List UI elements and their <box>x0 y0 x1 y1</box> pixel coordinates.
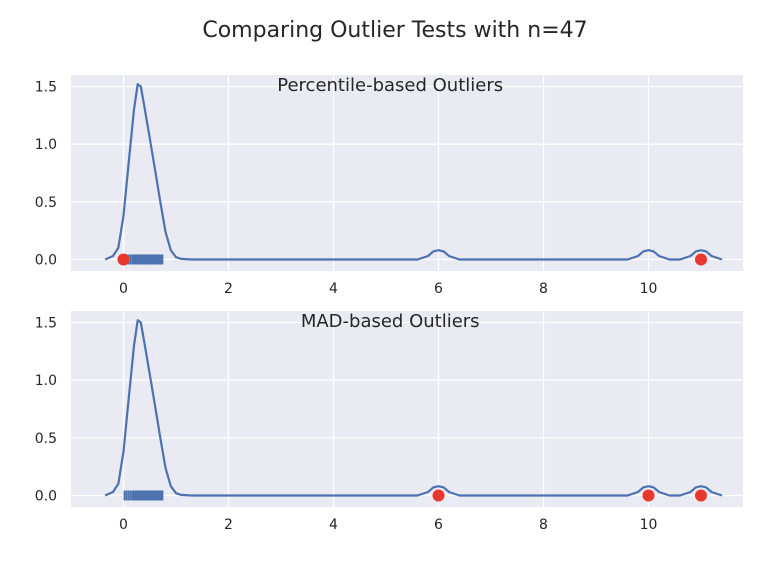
subplot-1: 0 2 4 6 8 10 0.0 0.5 1.0 1.5 Percentile-based Outl… <box>35 75 743 297</box>
subplot-2: 0 2 4 6 8 10 0.0 0.5 1.0 1.5 MAD-based Outliers <box>35 311 743 533</box>
x-tick-label: 6 <box>434 517 443 533</box>
outlier-point <box>642 489 655 502</box>
x-tick-label: 8 <box>539 281 548 297</box>
density-curve <box>104 83 723 261</box>
x-tick-label: 10 <box>640 517 658 533</box>
x-tick-label: 0 <box>119 517 128 533</box>
figure-title: Comparing Outlier Tests with n=47 <box>202 18 587 43</box>
density-curve <box>104 319 723 497</box>
x-tick-label: 2 <box>224 517 233 533</box>
subplot-title: MAD-based Outliers <box>301 311 480 332</box>
x-tick-label: 10 <box>640 281 658 297</box>
plot-area <box>71 311 743 507</box>
y-tick-label: 0.0 <box>35 252 57 268</box>
subplot-title: Percentile-based Outliers <box>277 75 503 96</box>
x-tick-label: 2 <box>224 281 233 297</box>
x-tick-label: 4 <box>329 281 338 297</box>
y-tick-label: 1.5 <box>35 316 57 332</box>
x-tick-label: 4 <box>329 517 338 533</box>
outlier-point <box>695 489 707 502</box>
y-tick-label: 0.5 <box>35 195 57 211</box>
y-tick-label: 1.5 <box>35 80 57 96</box>
plot-area <box>71 75 743 271</box>
y-tick-label: 0.0 <box>35 488 57 504</box>
y-tick-label: 1.0 <box>35 373 57 389</box>
outlier-point <box>117 253 130 266</box>
y-tick-label: 1.0 <box>35 137 57 153</box>
x-tick-label: 6 <box>434 281 443 297</box>
x-tick-label: 8 <box>539 517 548 533</box>
y-tick-label: 0.5 <box>35 431 57 447</box>
x-tick-label: 0 <box>119 281 128 297</box>
outlier-point <box>695 253 707 266</box>
outlier-point <box>432 489 445 502</box>
